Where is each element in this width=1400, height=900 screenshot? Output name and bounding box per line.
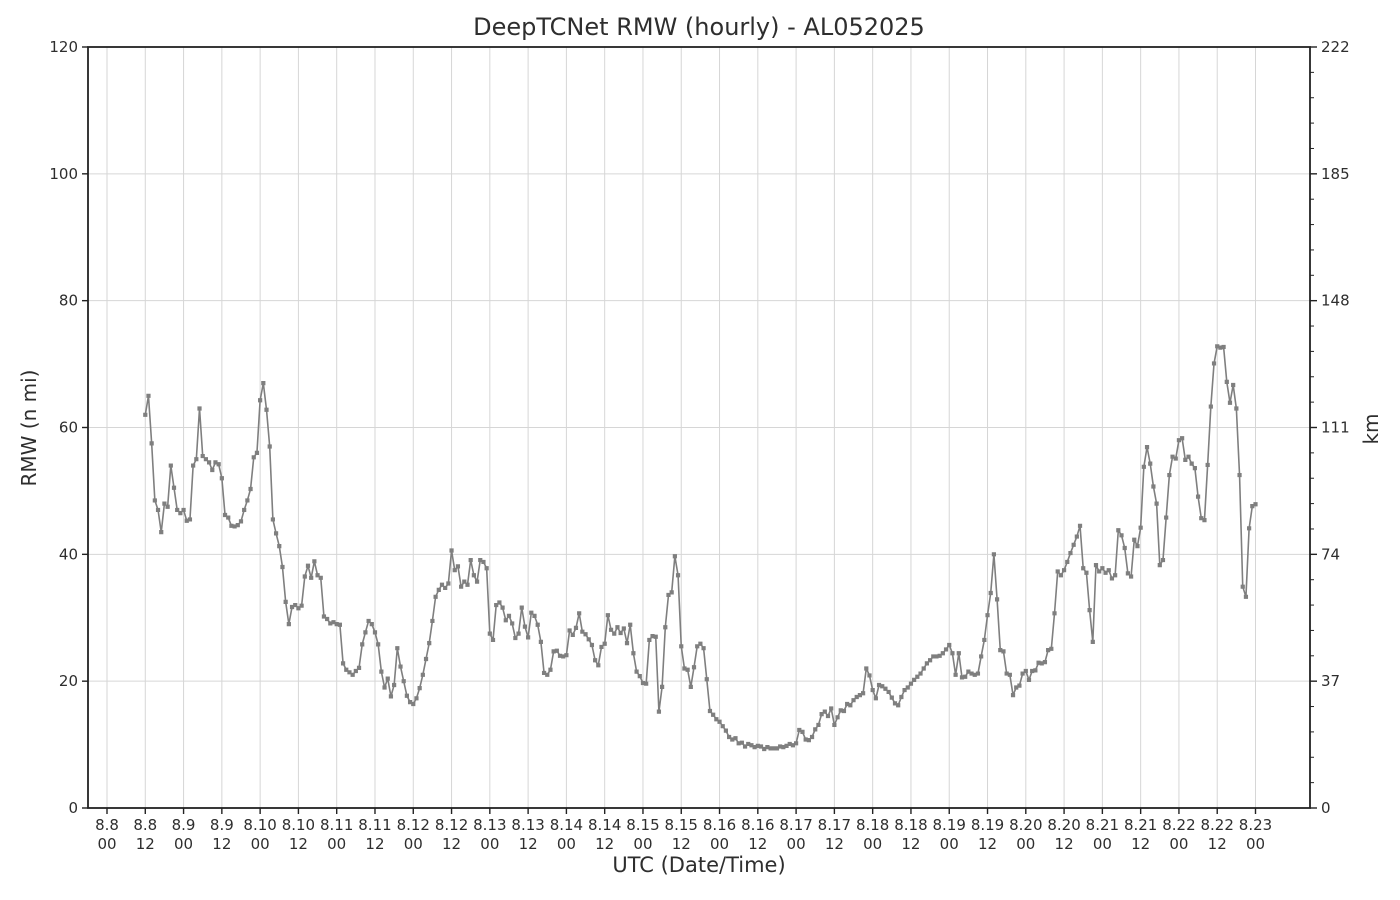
y-tick-label-left: 0 [68,799,78,817]
y-tick-label-right: 185 [1321,165,1350,183]
x-tick-label-date: 8.17 [779,816,812,834]
x-tick-label-date: 8.23 [1239,816,1272,834]
x-tick-label-date: 8.10 [282,816,315,834]
x-tick-label-date: 8.20 [1009,816,1042,834]
x-tick-label-hour: 00 [710,835,729,853]
x-tick-label-date: 8.8 [95,816,119,834]
y-tick-label-left: 80 [59,292,78,310]
x-tick-label-date: 8.11 [320,816,353,834]
x-tick-label-date: 8.10 [243,816,276,834]
x-tick-label-date: 8.16 [741,816,774,834]
x-tick-label-date: 8.9 [210,816,234,834]
x-tick-label-date: 8.9 [172,816,196,834]
x-tick-label-hour: 00 [174,835,193,853]
x-tick-label-hour: 00 [633,835,652,853]
x-tick-label-hour: 00 [327,835,346,853]
x-tick-label-hour: 12 [212,835,231,853]
x-tick-label-hour: 12 [289,835,308,853]
x-tick-label-date: 8.21 [1086,816,1119,834]
x-tick-label-hour: 00 [1016,835,1035,853]
x-tick-label-date: 8.15 [665,816,698,834]
x-tick-label-date: 8.22 [1201,816,1234,834]
y-tick-label-right: 148 [1321,292,1350,310]
x-tick-label-hour: 00 [557,835,576,853]
x-tick-label-hour: 00 [940,835,959,853]
x-tick-label-date: 8.12 [397,816,430,834]
x-tick-label-date: 8.13 [511,816,544,834]
x-tick-label-date: 8.18 [894,816,927,834]
x-tick-label-date: 8.21 [1124,816,1157,834]
y-tick-label-right: 0 [1321,799,1331,817]
y-tick-label-left: 60 [59,419,78,437]
x-tick-label-date: 8.22 [1162,816,1195,834]
x-tick-label-date: 8.19 [971,816,1004,834]
x-tick-label-hour: 00 [1093,835,1112,853]
x-tick-label-date: 8.11 [358,816,391,834]
x-tick-label-hour: 12 [1208,835,1227,853]
x-axis-label: UTC (Date/Time) [612,853,786,877]
x-tick-label-date: 8.18 [856,816,889,834]
x-tick-label-hour: 12 [901,835,920,853]
y-tick-label-right: 222 [1321,38,1350,56]
x-tick-label-hour: 12 [825,835,844,853]
x-tick-label-date: 8.20 [1047,816,1080,834]
x-tick-label-date: 8.14 [550,816,583,834]
y-tick-label-left: 40 [59,545,78,563]
x-tick-label-date: 8.15 [626,816,659,834]
x-tick-label-hour: 00 [863,835,882,853]
x-tick-label-date: 8.14 [588,816,621,834]
y-tick-label-left: 120 [49,38,78,56]
x-tick-label-hour: 12 [136,835,155,853]
x-tick-label-hour: 00 [480,835,499,853]
x-tick-label-hour: 00 [1169,835,1188,853]
y-tick-label-right: 74 [1321,545,1340,563]
x-tick-label-date: 8.12 [435,816,468,834]
x-tick-label-hour: 12 [1055,835,1074,853]
data-markers [143,344,1258,752]
x-tick-label-date: 8.8 [133,816,157,834]
y-axis-label-right: km [1359,413,1383,445]
x-tick-label-date: 8.16 [703,816,736,834]
y-axis-label-left: RMW (n mi) [17,369,41,487]
x-tick-label-hour: 12 [519,835,538,853]
x-tick-label-hour: 00 [251,835,270,853]
data-line [144,345,1256,750]
x-tick-label-hour: 00 [97,835,116,853]
x-tick-label-hour: 12 [595,835,614,853]
x-tick-label-hour: 12 [748,835,767,853]
x-tick-label-hour: 12 [672,835,691,853]
x-tick-label-hour: 12 [978,835,997,853]
x-tick-label-hour: 00 [1246,835,1265,853]
x-tick-label-hour: 12 [1131,835,1150,853]
chart-title: DeepTCNet RMW (hourly) - AL052025 [473,13,925,41]
x-tick-label-hour: 00 [404,835,423,853]
x-tick-label-date: 8.19 [933,816,966,834]
x-tick-label-hour: 12 [365,835,384,853]
y-tick-label-right: 37 [1321,672,1340,690]
y-tick-label-left: 20 [59,672,78,690]
y-tick-label-right: 111 [1321,419,1350,437]
x-tick-label-hour: 00 [787,835,806,853]
x-tick-label-date: 8.13 [473,816,506,834]
y-tick-label-left: 100 [49,165,78,183]
x-tick-label-date: 8.17 [818,816,851,834]
x-tick-label-hour: 12 [442,835,461,853]
